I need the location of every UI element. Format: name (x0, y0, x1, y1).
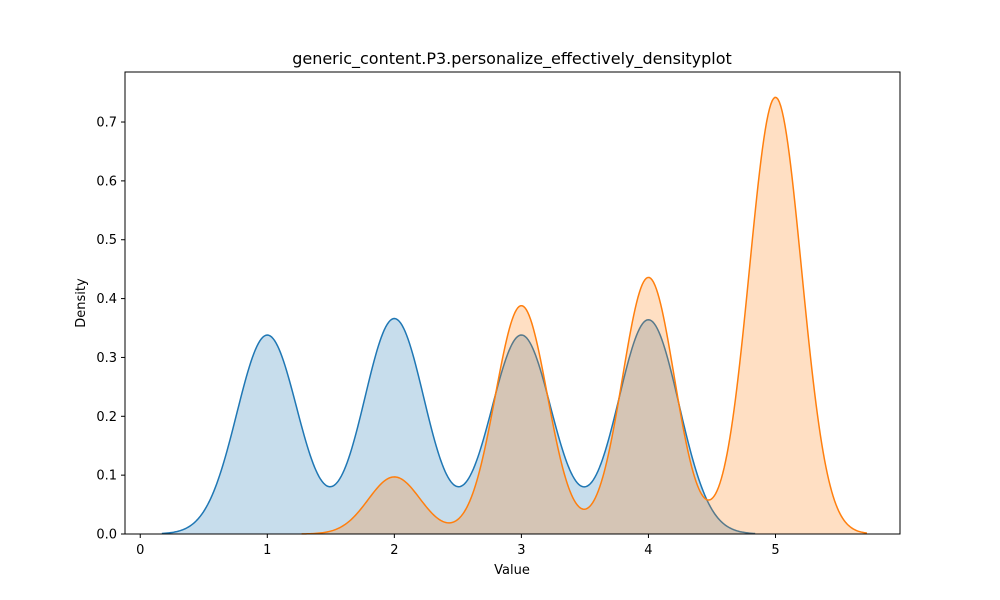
y-tick-label: 0.0 (96, 528, 117, 543)
density-line-2 (301, 96, 868, 535)
x-tick-label: 4 (644, 543, 652, 558)
density-line-1 (161, 317, 756, 535)
y-tick-label: 0.4 (96, 292, 117, 307)
y-tick-label: 0.7 (96, 116, 117, 131)
x-tick-label: 0 (136, 543, 144, 558)
x-axis-label: Value (494, 563, 530, 578)
density-area-1 (161, 318, 756, 534)
y-tick-label: 0.1 (96, 469, 117, 484)
series-layer (161, 96, 868, 535)
x-tick-label: 1 (263, 543, 271, 558)
y-tick-label: 0.6 (96, 174, 117, 189)
x-axis: 0 1 2 3 4 5 (136, 534, 780, 558)
y-tick-label: 0.3 (96, 351, 117, 366)
y-axis: 0.0 0.1 0.2 0.3 0.4 0.5 0.6 0.7 (96, 116, 125, 543)
y-tick-label: 0.2 (96, 410, 117, 425)
chart-title: generic_content.P3.personalize_effective… (292, 49, 732, 69)
x-tick-label: 2 (390, 543, 398, 558)
plot-frame (124, 71, 901, 535)
density-area-2 (301, 97, 867, 535)
y-axis-label: Density (74, 278, 89, 328)
x-tick-label: 3 (517, 543, 525, 558)
x-tick-label: 5 (771, 543, 779, 558)
y-tick-label: 0.5 (96, 233, 117, 248)
